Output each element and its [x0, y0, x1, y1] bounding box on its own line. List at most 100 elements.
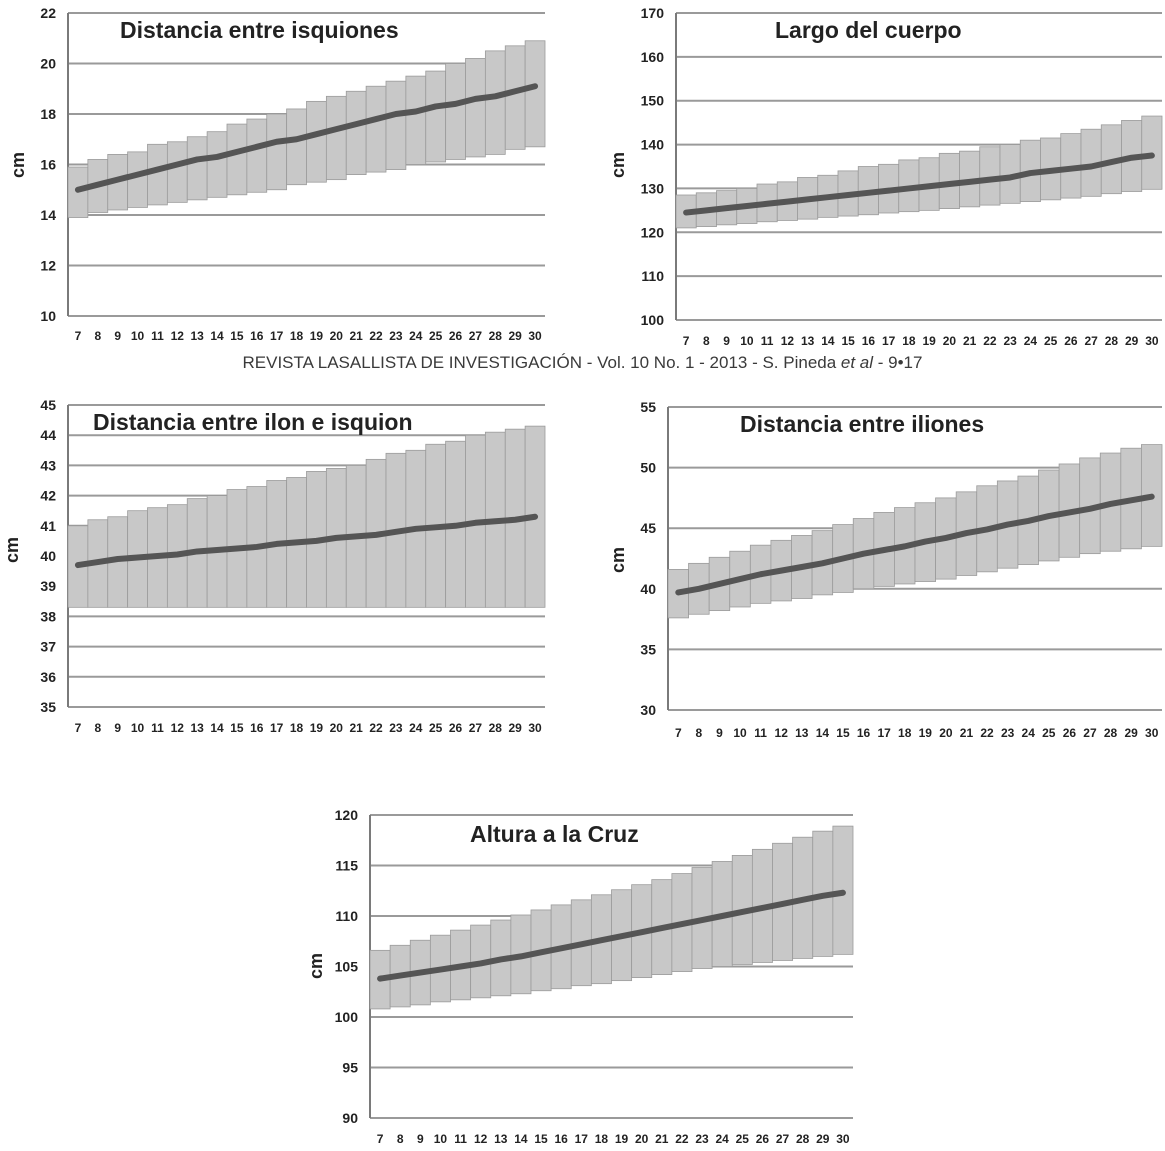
x-tick-label: 9	[114, 329, 121, 343]
x-tick-label: 28	[1104, 726, 1118, 740]
y-tick-label: 120	[641, 224, 665, 240]
x-tick-label: 23	[1003, 334, 1017, 348]
mean-line	[74, 513, 539, 569]
x-tick-label: 10	[434, 1132, 448, 1146]
x-tick-label: 7	[377, 1132, 384, 1146]
x-tick-label: 17	[575, 1132, 589, 1146]
y-tick-label: 160	[641, 49, 665, 65]
y-tick-label: 12	[40, 258, 56, 274]
x-tick-label: 8	[696, 726, 703, 740]
y-tick-label: 42	[40, 488, 56, 504]
caption-italic: et al	[840, 353, 874, 372]
y-tick-label: 90	[342, 1110, 358, 1126]
y-tick-label: 110	[641, 268, 664, 284]
y-tick-label: 115	[335, 858, 358, 874]
y-axis-label: cm	[608, 547, 628, 573]
range-bar	[186, 136, 208, 201]
x-tick-label: 12	[775, 726, 789, 740]
journal-caption: REVISTA LASALLISTA DE INVESTIGACIÓN - Vo…	[0, 353, 1165, 373]
y-tick-label: 100	[641, 312, 665, 328]
x-tick-label: 17	[270, 329, 284, 343]
mean-line	[377, 889, 846, 982]
y-tick-label: 105	[335, 959, 359, 975]
x-tick-label: 22	[369, 721, 383, 735]
range-bar	[445, 63, 466, 160]
x-tick-label: 15	[534, 1132, 548, 1146]
x-tick-label: 7	[75, 721, 82, 735]
y-tick-label: 95	[342, 1060, 358, 1076]
x-tick-label: 10	[131, 721, 145, 735]
x-tick-label: 8	[703, 334, 710, 348]
x-tick-label: 24	[409, 329, 423, 343]
x-tick-label: 20	[330, 329, 344, 343]
x-tick-label: 26	[449, 721, 463, 735]
x-tick-label: 13	[801, 334, 815, 348]
y-tick-label: 22	[40, 5, 56, 21]
x-tick-label: 10	[733, 726, 747, 740]
x-tick-label: 15	[836, 726, 850, 740]
y-tick-label: 35	[640, 641, 656, 657]
x-tick-label: 23	[695, 1132, 709, 1146]
x-tick-label: 21	[350, 329, 364, 343]
x-tick-label: 18	[290, 721, 304, 735]
x-tick-label: 11	[151, 721, 164, 735]
y-tick-label: 130	[641, 180, 665, 196]
x-tick-label: 27	[469, 721, 483, 735]
chart-title: Distancia entre iliones	[740, 411, 984, 437]
x-tick-label: 16	[862, 334, 876, 348]
x-tick-label: 30	[836, 1132, 850, 1146]
x-tick-label: 16	[555, 1132, 569, 1146]
x-tick-label: 25	[1042, 726, 1056, 740]
x-tick-label: 20	[943, 334, 957, 348]
y-tick-label: 41	[40, 518, 56, 534]
x-tick-label: 28	[1105, 334, 1119, 348]
x-tick-label: 25	[429, 721, 443, 735]
x-tick-label: 11	[454, 1132, 467, 1146]
y-tick-label: 30	[640, 702, 656, 718]
y-axis-label: cm	[608, 152, 628, 178]
x-tick-label: 29	[509, 329, 523, 343]
y-tick-label: 170	[641, 5, 665, 21]
chart-title: Distancia entre ilon e isquion	[93, 409, 413, 435]
x-tick-label: 14	[210, 721, 224, 735]
x-tick-label: 29	[1125, 334, 1139, 348]
y-tick-label: 16	[40, 157, 56, 173]
x-tick-label: 30	[528, 329, 542, 343]
x-tick-label: 11	[761, 334, 774, 348]
y-tick-label: 45	[40, 397, 56, 413]
x-tick-label: 22	[983, 334, 997, 348]
x-tick-label: 29	[816, 1132, 830, 1146]
x-tick-label: 18	[902, 334, 916, 348]
x-tick-label: 12	[474, 1132, 488, 1146]
range-bar	[206, 131, 228, 198]
x-tick-label: 25	[429, 329, 443, 343]
range-bar	[385, 80, 407, 170]
range-bar	[306, 100, 327, 183]
y-axis-label: cm	[306, 953, 326, 979]
y-tick-label: 150	[641, 93, 665, 109]
x-tick-label: 23	[389, 721, 403, 735]
x-tick-label: 20	[330, 721, 344, 735]
x-tick-label: 27	[776, 1132, 790, 1146]
y-tick-label: 140	[641, 137, 665, 153]
y-axis-label: cm	[2, 537, 22, 563]
x-tick-label: 24	[1024, 334, 1038, 348]
x-tick-label: 16	[250, 329, 264, 343]
y-tick-label: 38	[40, 608, 56, 624]
range-bar	[465, 58, 486, 158]
x-tick-label: 12	[171, 721, 185, 735]
range-bar	[405, 75, 427, 165]
x-tick-label: 15	[841, 334, 855, 348]
x-tick-label: 22	[980, 726, 994, 740]
x-tick-label: 11	[754, 726, 767, 740]
x-tick-label: 27	[1083, 726, 1097, 740]
x-tick-label: 9	[716, 726, 723, 740]
y-tick-label: 14	[40, 207, 56, 223]
x-tick-label: 14	[210, 329, 224, 343]
x-tick-label: 14	[816, 726, 830, 740]
x-tick-label: 28	[489, 329, 503, 343]
caption-suffix: - 9•17	[873, 353, 923, 372]
x-tick-label: 21	[350, 721, 364, 735]
y-tick-label: 37	[40, 639, 56, 655]
